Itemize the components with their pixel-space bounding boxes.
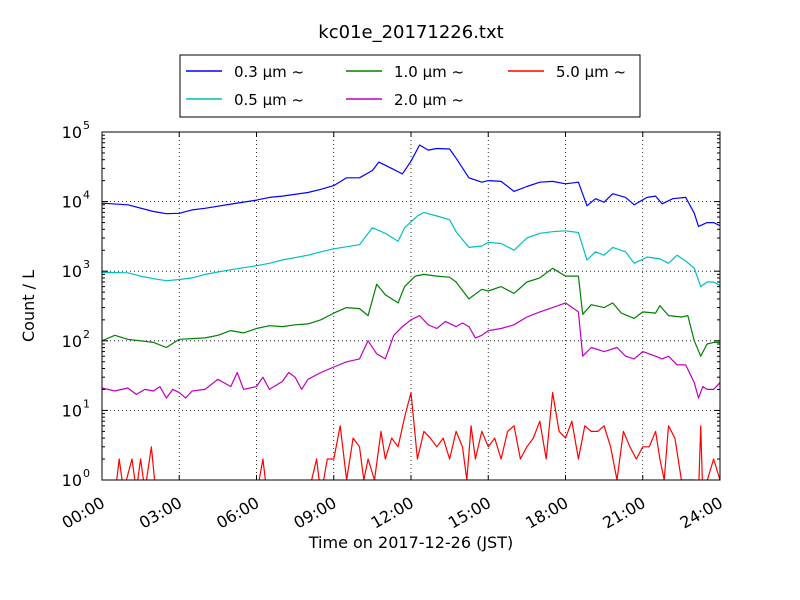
- y-tick-exponent: 3: [83, 258, 90, 271]
- series-line-5: [102, 392, 720, 480]
- x-tick-label: 21:00: [599, 493, 648, 533]
- y-tick-exponent: 1: [83, 397, 90, 410]
- y-tick-label: 10: [62, 401, 82, 420]
- legend-label-5: 5.0 μm ~: [556, 63, 626, 81]
- legend-label-4: 2.0 μm ~: [394, 91, 464, 109]
- y-tick-label: 10: [62, 262, 82, 281]
- legend: 0.3 μm ~ 0.5 μm ~ 1.0 μm ~ 2.0 μm ~ 5.0 μm ~: [179, 54, 641, 118]
- series-line-3: [102, 267, 720, 357]
- x-tick-label: 12:00: [368, 493, 417, 533]
- series-line-1: [102, 144, 720, 227]
- x-tick-label: 18:00: [522, 493, 571, 533]
- x-tick-label: 09:00: [290, 493, 339, 533]
- x-tick-label: 03:00: [136, 493, 185, 533]
- x-tick-label: 15:00: [445, 493, 494, 533]
- legend-box: [179, 54, 641, 118]
- y-tick-exponent: 4: [83, 189, 90, 202]
- y-tick-exponent: 2: [83, 328, 90, 341]
- series-line-2: [102, 211, 720, 288]
- legend-label-2: 0.5 μm ~: [234, 91, 304, 109]
- legend-label-1: 0.3 μm ~: [234, 63, 304, 81]
- y-tick-label: 10: [62, 332, 82, 351]
- series-lines: [102, 144, 720, 480]
- y-tick-label: 10: [62, 471, 82, 490]
- y-tick-exponent: 0: [83, 467, 90, 480]
- chart-title: kc01e_20171226.txt: [318, 22, 503, 43]
- x-tick-label: 00:00: [59, 493, 108, 533]
- legend-label-3: 1.0 μm ~: [394, 63, 464, 81]
- y-tick-label: 10: [62, 123, 82, 142]
- x-tick-label: 24:00: [677, 493, 726, 533]
- x-tick-label: 06:00: [213, 493, 262, 533]
- series-line-4: [102, 302, 720, 399]
- y-tick-exponent: 5: [83, 119, 90, 132]
- ticks: 00:00 03:00 06:00 09:00 12:00 15:00 18:00 21:00…: [59, 119, 726, 533]
- x-axis-label: Time on 2017-12-26 (JST): [308, 533, 513, 552]
- y-tick-label: 10: [62, 193, 82, 212]
- grid: [102, 132, 720, 480]
- y-axis-label: Count / L: [19, 270, 38, 342]
